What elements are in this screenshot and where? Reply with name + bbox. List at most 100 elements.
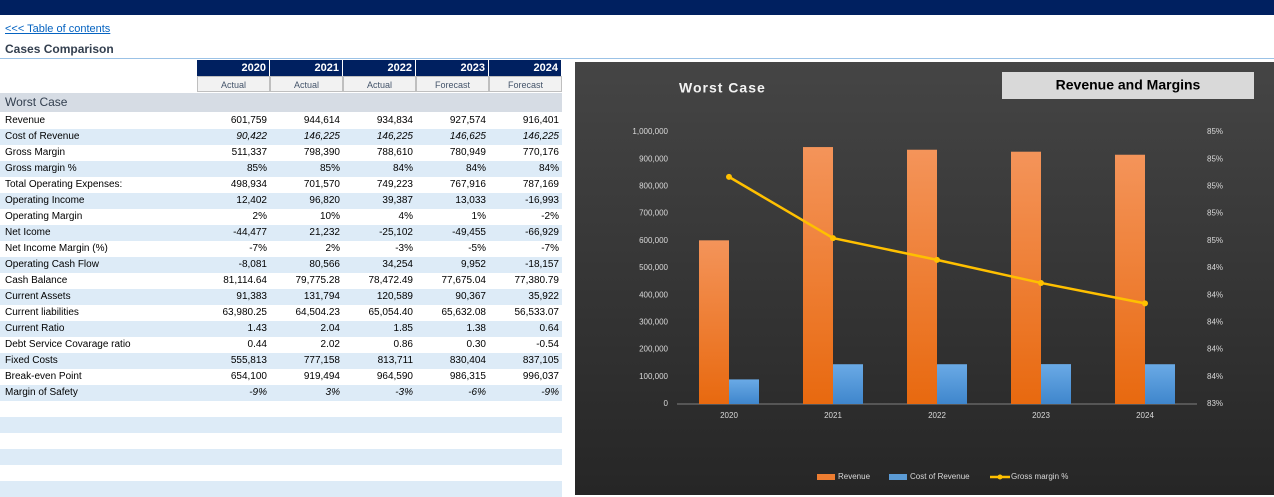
row-label: Debt Service Covarage ratio (5, 339, 131, 350)
cell: 934,834 (376, 115, 413, 126)
y-tick-label: 500,000 (639, 263, 668, 272)
cell: 90,367 (455, 291, 486, 302)
y2-tick-label: 85% (1207, 182, 1223, 191)
line-marker (1142, 300, 1148, 307)
cell: 654,100 (230, 371, 267, 382)
row-band (0, 385, 562, 401)
cell: 4% (398, 211, 413, 222)
y2-tick-label: 84% (1207, 318, 1223, 327)
cell: 2.04 (320, 323, 340, 334)
row-label: Operating Income (5, 195, 85, 206)
cell: 90,422 (236, 131, 267, 142)
cell: 35,922 (528, 291, 559, 302)
cell: 813,711 (377, 355, 413, 366)
y2-tick-label: 83% (1207, 399, 1223, 408)
annotation: Revenue and Margins (1056, 77, 1201, 93)
cell: 996,037 (522, 371, 559, 382)
cell: 85% (319, 163, 340, 174)
cell: 701,570 (303, 179, 340, 190)
cell: 146,225 (376, 131, 413, 142)
cell: 84% (465, 163, 486, 174)
year-header: 2024 (489, 60, 562, 76)
y-tick-label: 200,000 (639, 345, 668, 354)
row-band (0, 417, 562, 433)
y-tick-label: 700,000 (639, 209, 668, 218)
cell: 91,383 (236, 291, 267, 302)
cell: -3% (395, 387, 413, 398)
cell: 0.30 (466, 339, 486, 350)
y-tick-label: 400,000 (639, 290, 668, 299)
bar (937, 364, 967, 404)
legend-swatch (817, 474, 835, 480)
cell: 944,614 (303, 115, 340, 126)
row-label: Operating Margin (5, 211, 83, 222)
period-header: Actual (197, 76, 270, 92)
row-band (0, 225, 562, 241)
period-header: Forecast (489, 76, 562, 92)
x-tick-label: 2024 (1136, 411, 1154, 420)
year-header: 2022 (343, 60, 416, 76)
bar (1115, 154, 1145, 404)
cell: 131,794 (303, 291, 340, 302)
row-label: Net Icome (5, 227, 51, 238)
cell: 2% (325, 243, 340, 254)
legend-label: Cost of Revenue (910, 472, 970, 481)
row-label: Operating Cash Flow (5, 259, 99, 270)
cell: -6% (468, 387, 486, 398)
x-tick-label: 2022 (928, 411, 946, 420)
cell: 749,223 (376, 179, 413, 190)
cell: -9% (249, 387, 267, 398)
row-label: Revenue (5, 115, 46, 126)
row-label: Current Assets (5, 291, 71, 302)
row-band (0, 257, 562, 273)
cell: 0.86 (393, 339, 413, 350)
cell: 9,952 (460, 259, 486, 270)
cell: -0.54 (536, 339, 559, 350)
cell: 2% (252, 211, 267, 222)
cell: 10% (319, 211, 340, 222)
table: 2020 Actual 2021 Actual 2022 Actual 2023 Foreca… (0, 0, 562, 497)
cell: 13,033 (455, 195, 486, 206)
cell: 81,114.64 (223, 275, 267, 286)
line-marker (934, 256, 940, 263)
cell: 146,225 (303, 131, 340, 142)
y-tick-label: 1,000,000 (632, 127, 668, 136)
bar (729, 379, 759, 404)
y-tick-label: 900,000 (639, 154, 668, 163)
cell: 3% (325, 387, 340, 398)
cell: 77,675.04 (441, 275, 487, 286)
y2-tick-label: 85% (1207, 154, 1223, 163)
cell: 927,574 (449, 115, 486, 126)
toc-link[interactable]: <<< Table of contents (5, 23, 111, 35)
period-header: Actual (270, 76, 343, 92)
cell: 837,105 (522, 355, 559, 366)
row-label: Gross margin % (5, 163, 77, 174)
annotation-box (1002, 72, 1254, 99)
row-label: Fixed Costs (5, 355, 58, 366)
cell: 12,402 (236, 195, 267, 206)
line-marker (830, 235, 836, 242)
cell: -2% (541, 211, 559, 222)
cell: -25,102 (379, 227, 413, 238)
row-label: Gross Margin (5, 147, 66, 158)
page-title: Cases Comparison (5, 42, 114, 56)
cell: 0.64 (539, 323, 559, 334)
row-band (0, 289, 562, 305)
cell: 21,232 (309, 227, 340, 238)
legend-swatch (997, 474, 1003, 480)
bar (833, 364, 863, 404)
cell: -49,455 (452, 227, 486, 238)
row-band (0, 161, 562, 177)
cell: 986,315 (449, 371, 486, 382)
row-band (0, 481, 562, 497)
y2-tick-label: 85% (1207, 236, 1223, 245)
x-tick-label: 2020 (720, 411, 738, 420)
row-label: Current liabilities (5, 307, 79, 318)
cell: -3% (395, 243, 413, 254)
row-label: Margin of Safety (5, 387, 78, 398)
line-marker (1038, 279, 1044, 286)
year-header: 2021 (270, 60, 343, 76)
cell: 65,054.40 (368, 307, 414, 318)
